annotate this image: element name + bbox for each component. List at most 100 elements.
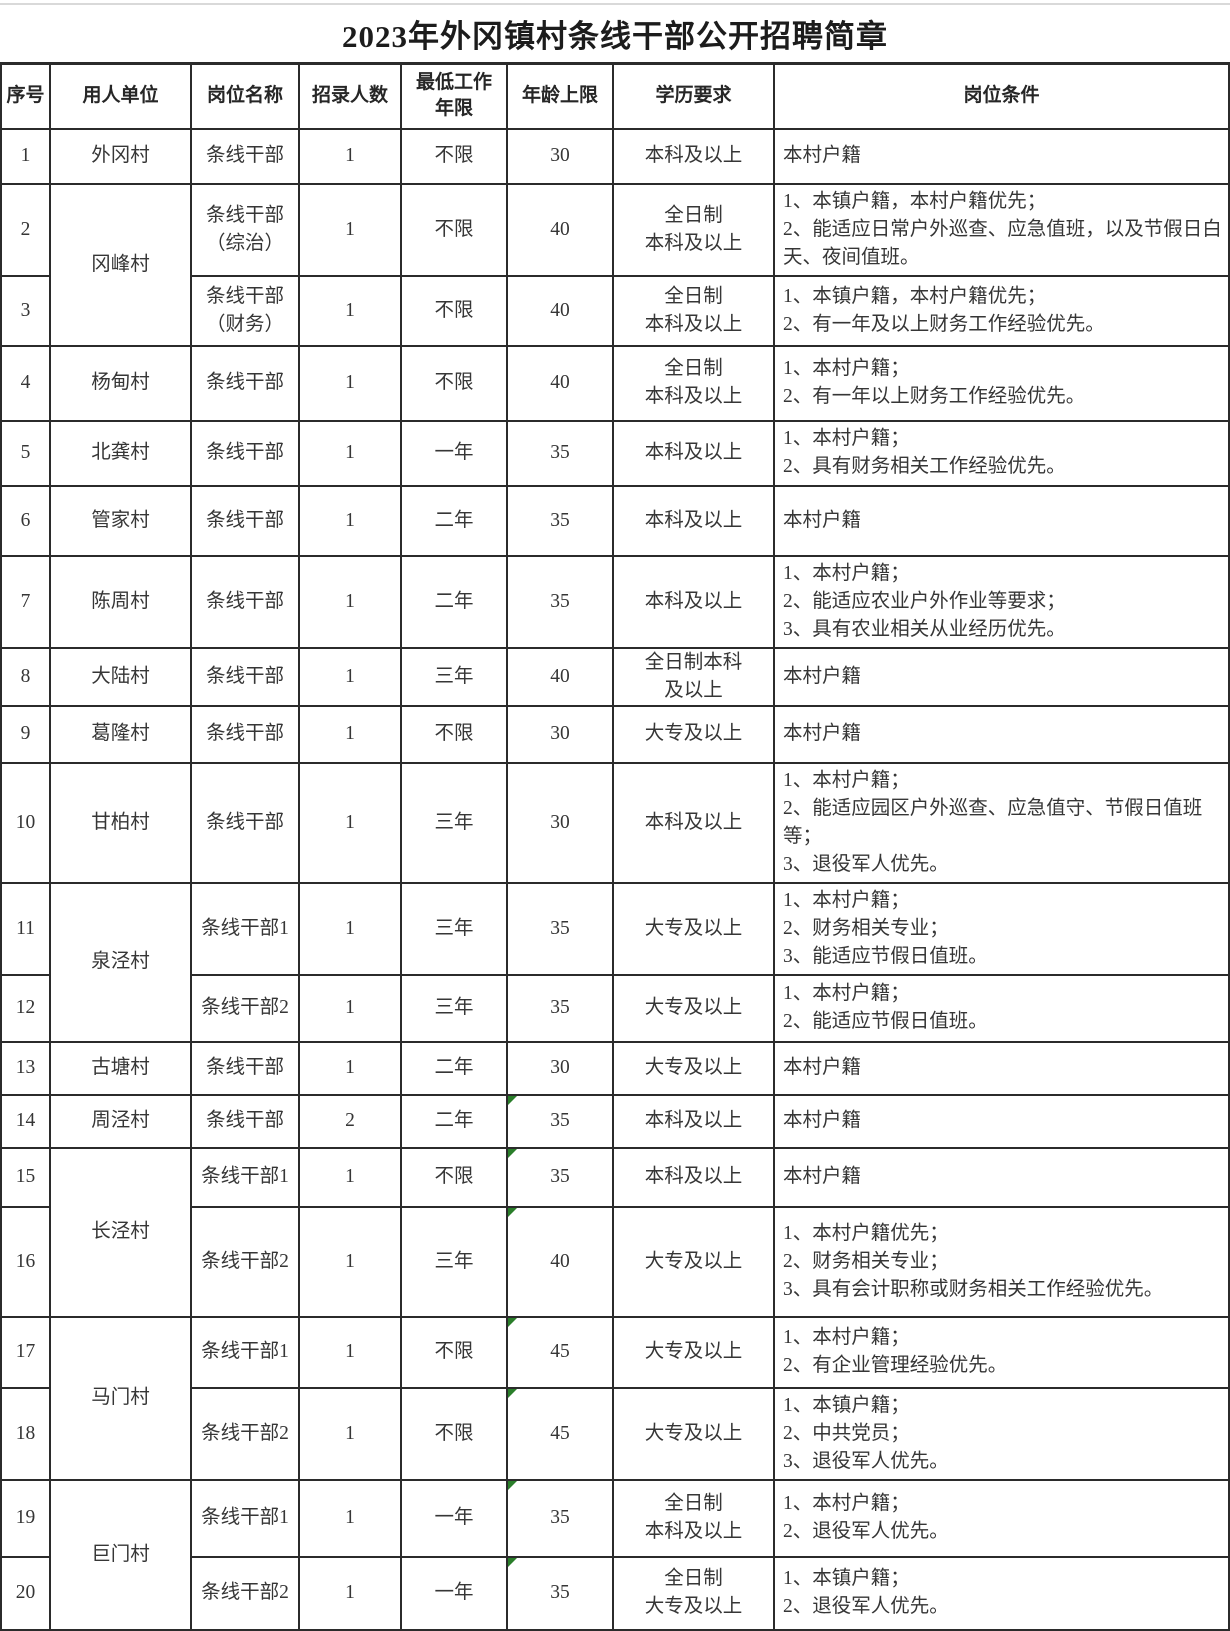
cell-conditions-text: 本村户籍 xyxy=(783,723,862,744)
table-row: 16 条线干部2 1 三年 40 大专及以上 1、本村户籍优先； 2、财务相关专业； 3、具… xyxy=(0,1205,1230,1318)
cell-education-text: 本科及以上 xyxy=(644,1110,743,1131)
cell-age-limit: 40 xyxy=(506,274,614,347)
column-header: 用人单位 xyxy=(49,62,192,130)
cell-education: 本科及以上 xyxy=(612,419,775,487)
cell-position-text: 条线干部2 xyxy=(201,997,289,1018)
cell-min-years-text: 二年 xyxy=(434,1110,474,1131)
cell-serial-text: 20 xyxy=(15,1582,36,1603)
cell-employer: 泉泾村 xyxy=(49,881,192,1043)
cell-headcount: 1 xyxy=(298,1146,402,1208)
cell-education-text: 大专及以上 xyxy=(644,1422,743,1444)
cell-serial-text: 15 xyxy=(15,1166,36,1187)
cell-conditions: 本村户籍 xyxy=(773,127,1230,185)
cell-conditions: 1、本村户籍； 2、财务相关专业； 3、能适应节假日值班。 xyxy=(773,881,1230,976)
cell-position-text: 条线干部2 xyxy=(201,1582,289,1603)
cell-education-text: 全日制 本科及以上 xyxy=(644,1493,743,1542)
cell-min-years-text: 一年 xyxy=(434,1507,474,1528)
cell-headcount: 1 xyxy=(298,704,402,764)
cell-age-limit: 35 xyxy=(506,881,614,976)
cell-position: 条线干部 xyxy=(190,1040,300,1096)
cell-min-years-text: 不限 xyxy=(434,299,474,321)
cell-min-years: 不限 xyxy=(400,1315,508,1389)
cell-education: 大专及以上 xyxy=(612,1315,775,1389)
cell-min-years-text: 不限 xyxy=(434,372,474,393)
cell-age-limit: 45 xyxy=(506,1386,614,1481)
cell-age-limit: 40 xyxy=(506,182,614,277)
cell-age-limit: 40 xyxy=(506,1205,614,1318)
cell-employer: 葛隆村 xyxy=(49,704,192,764)
cell-age-limit: 35 xyxy=(506,484,614,557)
cell-position: 条线干部 xyxy=(190,419,300,487)
cell-min-years: 一年 xyxy=(400,1555,508,1631)
cell-position: 条线干部1 xyxy=(190,881,300,976)
cell-serial: 20 xyxy=(0,1555,51,1631)
column-header-label: 用人单位 xyxy=(82,85,159,107)
cell-position-text: 条线干部1 xyxy=(201,917,289,939)
cell-position-text: 条线干部 xyxy=(205,145,284,166)
cell-conditions: 1、本村户籍； 2、有企业管理经验优先。 xyxy=(773,1315,1230,1389)
cell-headcount: 1 xyxy=(298,344,402,422)
cell-education-text: 全日制 大专及以上 xyxy=(644,1568,743,1617)
cell-education: 大专及以上 xyxy=(612,1386,775,1481)
cell-serial-text: 14 xyxy=(15,1110,36,1131)
cell-serial: 13 xyxy=(0,1040,51,1096)
cell-min-years: 不限 xyxy=(400,1386,508,1481)
cell-headcount: 1 xyxy=(298,646,402,707)
cell-education: 本科及以上 xyxy=(612,1146,775,1208)
cell-education-text: 本科及以上 xyxy=(644,145,743,166)
cell-age-limit: 30 xyxy=(506,1040,614,1096)
cell-conditions-text: 本村户籍 xyxy=(783,145,862,166)
cell-education: 大专及以上 xyxy=(612,704,775,764)
column-header: 岗位名称 xyxy=(190,62,300,130)
cell-headcount-text: 1 xyxy=(345,811,355,833)
cell-serial-text: 10 xyxy=(15,811,36,833)
cell-education: 本科及以上 xyxy=(612,127,775,185)
cell-headcount: 1 xyxy=(298,881,402,976)
cell-position: 条线干部 xyxy=(190,344,300,422)
cell-serial: 15 xyxy=(0,1146,51,1208)
cell-age-limit-text: 35 xyxy=(550,1166,570,1187)
cell-age-limit-text: 40 xyxy=(550,299,570,321)
cell-serial-text: 18 xyxy=(15,1422,36,1444)
cell-employer: 管家村 xyxy=(49,484,192,557)
cell-conditions-text: 1、本村户籍； 2、有一年以上财务工作经验优先。 xyxy=(783,358,1086,407)
cell-conditions-text: 1、本村户籍； 2、能适应园区户外巡查、应急值守、节假日值班等； 3、退役军人优… xyxy=(783,769,1203,875)
cell-position: 条线干部 xyxy=(190,484,300,557)
cell-headcount-text: 1 xyxy=(345,590,355,612)
cell-headcount: 1 xyxy=(298,127,402,185)
cell-headcount-text: 1 xyxy=(345,509,355,531)
cell-conditions: 1、本村户籍； 2、能适应园区户外巡查、应急值守、节假日值班等； 3、退役军人优… xyxy=(773,761,1230,884)
cell-education: 全日制 本科及以上 xyxy=(612,344,775,422)
column-header-label: 序号 xyxy=(6,85,45,107)
cell-min-years: 不限 xyxy=(400,344,508,422)
cell-employer: 巨门村 xyxy=(49,1478,192,1631)
cell-position-text: 条线干部 xyxy=(205,442,284,463)
cell-headcount: 1 xyxy=(298,554,402,649)
cell-age-limit: 35 xyxy=(506,1478,614,1558)
cell-position: 条线干部2 xyxy=(190,1386,300,1481)
cell-position-text: 条线干部 （综治） xyxy=(205,204,284,254)
cell-serial: 9 xyxy=(0,704,51,764)
cell-position-text: 条线干部 xyxy=(205,1110,284,1131)
cell-conditions: 1、本村户籍； 2、能适应节假日值班。 xyxy=(773,973,1230,1043)
column-header-label: 岗位名称 xyxy=(206,85,283,107)
cell-education: 全日制 本科及以上 xyxy=(612,182,775,277)
cell-headcount-text: 1 xyxy=(345,442,355,463)
cell-conditions: 本村户籍 xyxy=(773,646,1230,707)
cell-age-limit-text: 30 xyxy=(550,723,570,744)
cell-age-limit: 40 xyxy=(506,646,614,707)
cell-conditions: 1、本镇户籍； 2、退役军人优先。 xyxy=(773,1555,1230,1631)
cell-age-limit: 40 xyxy=(506,344,614,422)
cell-education: 本科及以上 xyxy=(612,1093,775,1149)
cell-headcount: 1 xyxy=(298,274,402,347)
cell-education-text: 本科及以上 xyxy=(644,442,743,463)
cell-min-years: 二年 xyxy=(400,484,508,557)
cell-position: 条线干部1 xyxy=(190,1478,300,1558)
cell-employer-text: 马门村 xyxy=(91,1387,150,1408)
cell-education-text: 全日制 本科及以上 xyxy=(644,358,743,407)
cell-conditions: 1、本村户籍； 2、退役军人优先。 xyxy=(773,1478,1230,1558)
cell-position-text: 条线干部2 xyxy=(201,1250,289,1272)
cell-min-years-text: 一年 xyxy=(434,442,474,463)
cell-conditions: 本村户籍 xyxy=(773,484,1230,557)
cell-serial-text: 11 xyxy=(16,917,35,939)
